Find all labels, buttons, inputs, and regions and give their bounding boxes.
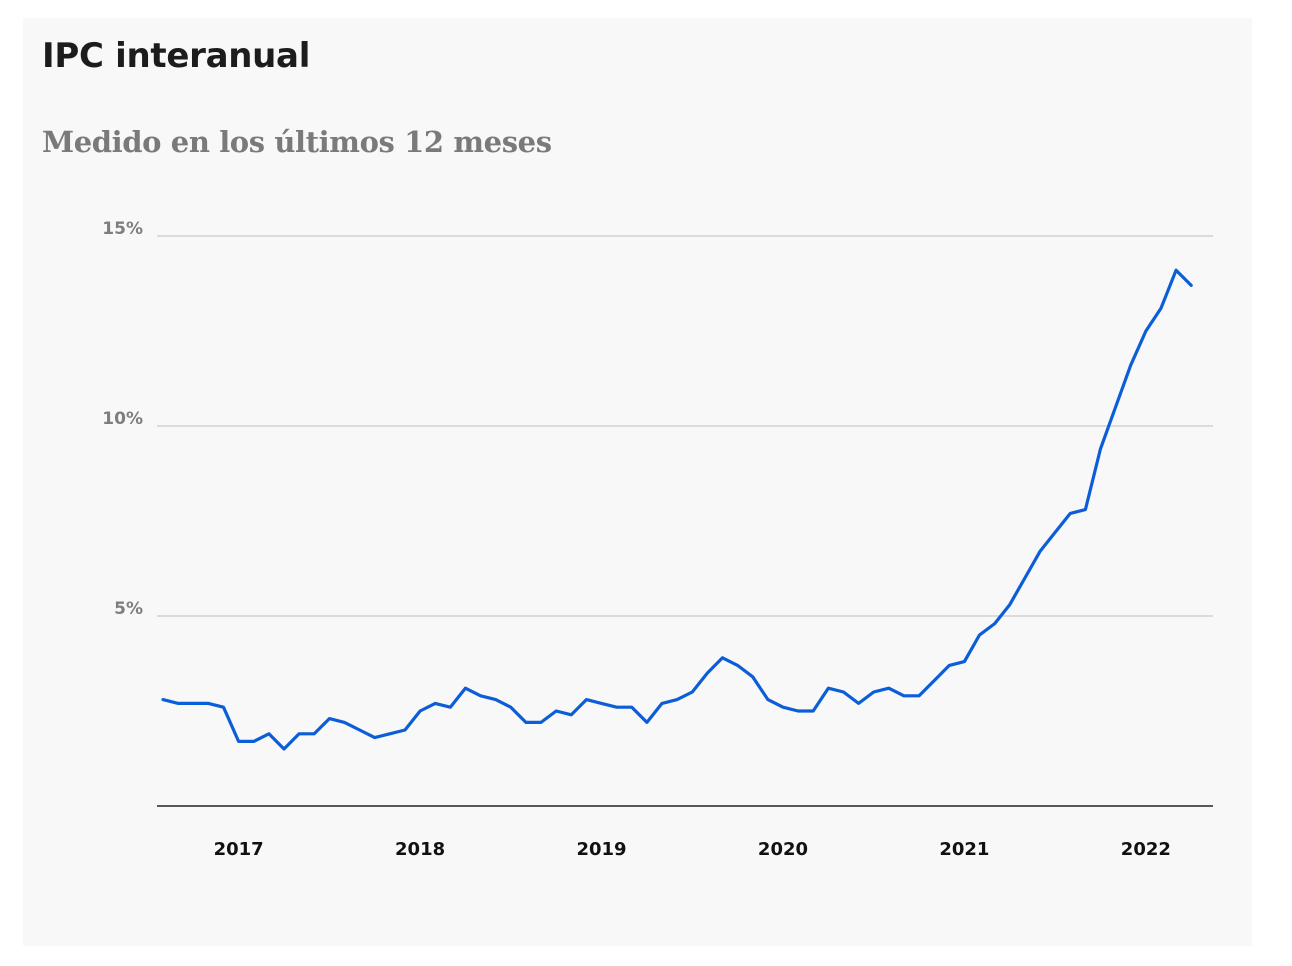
x-tick-label: 2020	[758, 839, 808, 860]
series-layer	[161, 268, 1193, 751]
y-axis-labels: 5% 10% 15%	[102, 219, 143, 619]
x-tick-label: 2018	[395, 839, 445, 860]
chart-card	[23, 18, 1252, 946]
x-tick-label: 2022	[1121, 839, 1171, 860]
x-tick-label: 2021	[939, 839, 989, 860]
chart-subtitle: Medido en los últimos 12 meses	[42, 125, 552, 159]
gridlines	[157, 235, 1213, 617]
x-tick-label: 2019	[576, 839, 626, 860]
y-tick-label: 5%	[114, 599, 143, 619]
chart-title: IPC interanual	[42, 36, 311, 76]
x-tick-label: 2017	[214, 839, 264, 860]
y-tick-label: 10%	[102, 409, 143, 429]
x-axis-labels: 2017 2018 2019 2020 2021 2022	[214, 839, 1171, 860]
y-tick-label: 15%	[102, 219, 143, 239]
series-line-ipc	[161, 268, 1193, 751]
